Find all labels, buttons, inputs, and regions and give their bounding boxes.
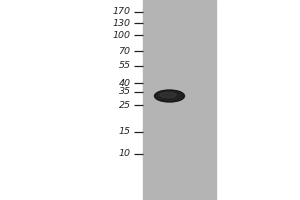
Text: 15: 15	[118, 128, 130, 136]
Text: 100: 100	[112, 30, 130, 40]
Text: 70: 70	[118, 46, 130, 55]
Bar	[143, 0, 216, 200]
Ellipse shape	[154, 90, 184, 102]
Text: 40: 40	[118, 78, 130, 88]
Text: 170: 170	[112, 7, 130, 16]
Ellipse shape	[160, 92, 176, 98]
Text: 130: 130	[112, 19, 130, 27]
Text: 55: 55	[118, 62, 130, 71]
Text: 25: 25	[118, 100, 130, 110]
Text: 10: 10	[118, 150, 130, 158]
Text: 35: 35	[118, 88, 130, 97]
